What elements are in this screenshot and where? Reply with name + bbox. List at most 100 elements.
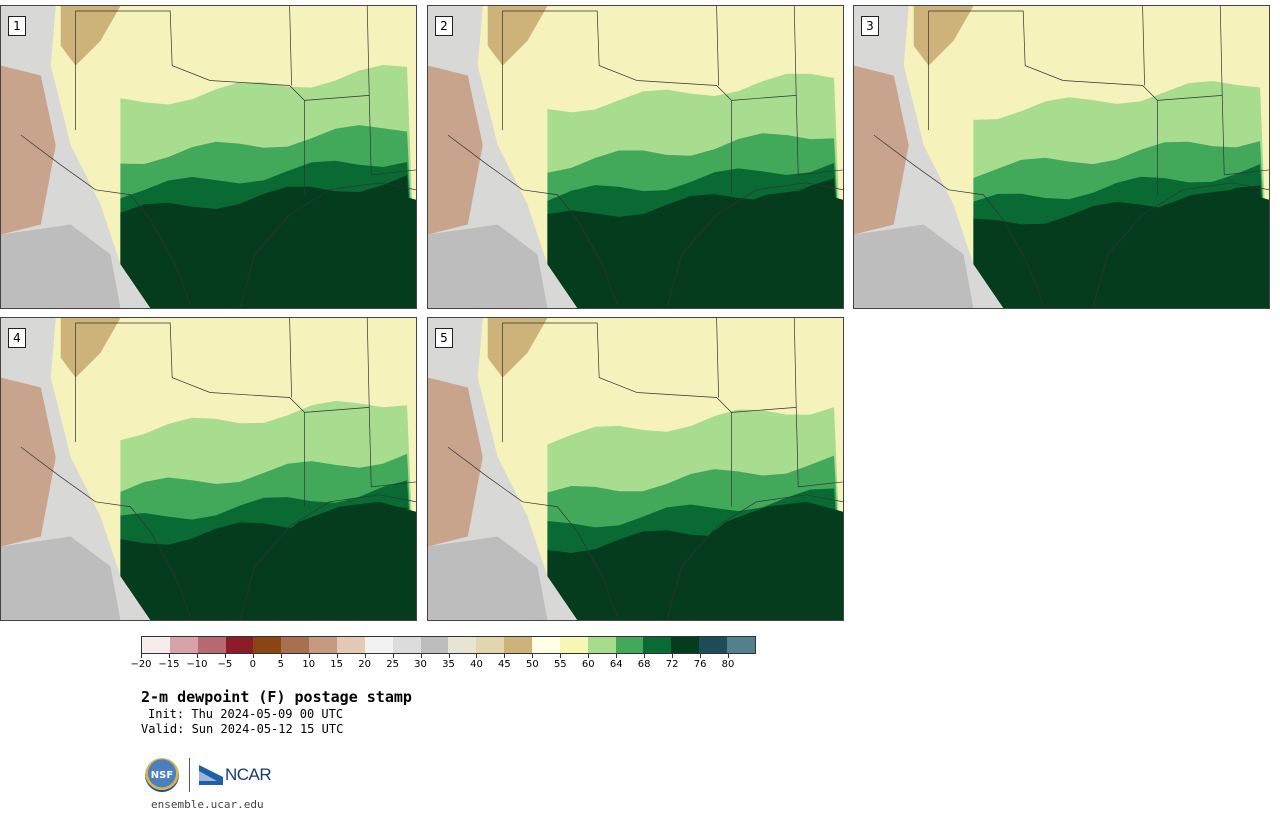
gulf-region (1087, 189, 1269, 308)
colorbar-tick-label: 0 (249, 659, 256, 670)
colorbar-tick-mark (504, 654, 506, 658)
colorbar-tick-mark (448, 654, 450, 658)
colorbar-tick-label: 25 (386, 659, 399, 670)
state-border (1142, 6, 1269, 176)
panel-number-badge: 4 (8, 328, 26, 348)
colorbar-swatch (587, 637, 616, 653)
colorbar-tick-label: 20 (358, 659, 371, 670)
state-border (928, 10, 1158, 195)
colorbar-tick-label: 80 (721, 659, 735, 670)
ncar-logo-text: NCAR (225, 765, 272, 784)
state-border (75, 322, 305, 507)
panel-number-badge: 3 (861, 16, 879, 36)
colorbar-swatch (559, 637, 588, 653)
map-panel-5: 5 (427, 317, 844, 621)
colorbar-swatch (699, 637, 728, 653)
logo-row: NSF NCAR (145, 756, 272, 794)
chart-title: 2-m dewpoint (F) postage stamp (141, 688, 412, 706)
site-url: ensemble.ucar.edu (151, 798, 264, 811)
colorbar-tick-mark (168, 654, 170, 658)
colorbar-tick-label: 15 (330, 659, 344, 670)
colorbar-tick-label: 64 (609, 659, 623, 670)
colorbar-swatch (225, 637, 254, 653)
coastline (239, 182, 416, 308)
state-border (289, 318, 416, 488)
panel-number-badge: 1 (8, 16, 26, 36)
map-panel-1: 1 (0, 5, 417, 309)
gulf-region (661, 189, 843, 308)
colorbar-tick-mark (364, 654, 366, 658)
dewpoint-map-1 (1, 6, 416, 308)
very-dry-region (428, 377, 483, 547)
colorbar-tick-label: −5 (217, 659, 233, 670)
state-border (502, 10, 732, 195)
colorbar-tick-mark (532, 654, 534, 658)
coastline (239, 494, 416, 620)
dewpoint-map-3 (854, 6, 1269, 308)
dry-region (854, 224, 974, 308)
colorbar-swatch (532, 637, 560, 653)
colorbar-tick-label: 10 (302, 659, 316, 670)
colorbar-tick-mark (644, 654, 646, 658)
colorbar-tick-label: 35 (442, 659, 455, 670)
logo-divider (189, 758, 190, 792)
colorbar-tick-label: 40 (470, 659, 483, 670)
colorbar-tick-mark (616, 654, 618, 658)
colorbar-tick-label: −10 (186, 659, 208, 670)
dry-region (1, 224, 121, 308)
colorbar-swatch (197, 637, 226, 653)
dry-region (428, 224, 548, 308)
colorbar-swatch (476, 637, 505, 653)
colorbar-swatch (364, 637, 393, 653)
state-border (289, 6, 416, 176)
ncar-logo-icon (199, 765, 223, 785)
colorbar-tick-mark (392, 654, 394, 658)
state-border (502, 322, 732, 507)
colorbar-swatch (169, 637, 198, 653)
colorbar-tick-label: 60 (581, 659, 595, 670)
country-border (20, 134, 191, 305)
very-dry-region (854, 65, 909, 235)
gulf-region (234, 189, 416, 308)
colorbar-tick-label: 45 (498, 659, 511, 670)
country-border (20, 446, 191, 617)
dewpoint-map-2 (428, 6, 843, 308)
dewpoint-map-4 (1, 318, 416, 620)
colorbar-tick-mark (308, 654, 310, 658)
colorbar-swatch (448, 637, 477, 653)
dewpoint-map-5 (428, 318, 843, 620)
map-panel-2: 2 (427, 5, 844, 309)
colorbar-swatch (309, 637, 338, 653)
dry-region (1, 536, 121, 620)
colorbar-tick-mark (672, 654, 674, 658)
state-border (75, 10, 305, 195)
colorbar-tick-mark (700, 654, 702, 658)
colorbar-swatch (643, 637, 672, 653)
colorbar-swatch (420, 637, 449, 653)
colorbar-swatch (142, 637, 170, 653)
country-border (873, 134, 1044, 305)
colorbar-swatch (671, 637, 700, 653)
colorbar-tick-mark (336, 654, 338, 658)
colorbar-tick-mark (728, 654, 730, 658)
colorbar-tick-label: −15 (158, 659, 180, 670)
colorbar-ticks: −20 −15 −10 −5 0 5 10 15 20 25 30 35 40 45 50 55 60 64 68 7… (130, 654, 756, 674)
colorbar-tick-mark (224, 654, 226, 658)
map-panel-4: 4 (0, 317, 417, 621)
colorbar-tick-label: 76 (693, 659, 707, 670)
colorbar-tick-mark (476, 654, 478, 658)
colorbar-tick-label: 72 (665, 659, 679, 670)
colorbar-tick-label: −20 (130, 659, 152, 670)
country-border (447, 446, 618, 617)
nsf-logo: NSF (145, 758, 179, 792)
gulf-region (661, 501, 843, 620)
colorbar-swatch (392, 637, 421, 653)
state-border (716, 318, 843, 488)
dewpoint-colorbar (141, 636, 756, 654)
dry-region (428, 536, 548, 620)
coastline (666, 494, 843, 620)
colorbar-tick-label: 50 (525, 659, 539, 670)
colorbar-tick-mark (196, 654, 198, 658)
colorbar-tick-mark (420, 654, 422, 658)
colorbar-tick-label: 55 (553, 659, 567, 670)
